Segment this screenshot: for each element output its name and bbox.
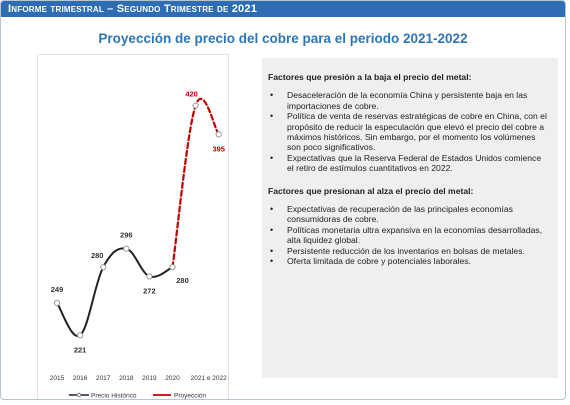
x-tick-label: 2016 xyxy=(73,375,88,382)
data-point xyxy=(100,264,107,271)
series-line-projection xyxy=(171,97,220,269)
upside-factor-item: Persistente reducción de los inventarios… xyxy=(268,246,550,257)
chart-title: Proyección de precio del cobre para el p… xyxy=(98,31,468,46)
data-point xyxy=(169,264,176,271)
data-point xyxy=(77,332,84,339)
data-label: 280 xyxy=(91,251,104,260)
data-point xyxy=(192,102,199,109)
factors-panel: Factores que presión a la baja el precio… xyxy=(262,58,558,378)
x-tick-label: 2020 xyxy=(165,375,180,382)
downside-factors-list: Desaceleración de la economía China y pe… xyxy=(268,90,550,173)
upside-factor-item: Políticas monetaria ultra expansiva en l… xyxy=(268,225,550,246)
data-label: 249 xyxy=(51,285,64,294)
report-header-title: Informe trimestral – Segundo Trimestre d… xyxy=(8,3,258,15)
data-point xyxy=(123,245,130,252)
upside-factors-title: Factores que presionan al alza el precio… xyxy=(268,185,474,196)
data-label: 221 xyxy=(74,345,87,354)
data-label: 296 xyxy=(120,231,133,240)
data-point xyxy=(215,131,222,138)
data-label: 395 xyxy=(212,144,225,153)
upside-factor-item: Oferta limitada de cobre y potenciales l… xyxy=(268,256,550,267)
upside-factor-item: Expectativas de recuperación de las prin… xyxy=(268,204,550,225)
report-header: Informe trimestral – Segundo Trimestre d… xyxy=(1,1,565,17)
data-label: 272 xyxy=(143,286,156,295)
chart-panel: 249 221 280 296 272 280 420 395 2015 2016 2017 2018… xyxy=(37,54,229,400)
legend-label-projection: Proyección xyxy=(174,393,207,400)
data-label: 280 xyxy=(176,276,189,285)
x-tick-label: 2015 xyxy=(50,375,65,382)
upside-factors-list: Expectativas de recuperación de las prin… xyxy=(268,204,550,267)
chart-frame xyxy=(37,54,229,399)
downside-factors-title: Factores que presión a la baja el precio… xyxy=(268,72,472,82)
copper-price-chart: 249 221 280 296 272 280 420 395 2015 2016 2017 2018… xyxy=(50,90,229,400)
data-label: 420 xyxy=(185,90,198,99)
downside-factor-item: Expectativas que la Reserva Federal de E… xyxy=(268,153,550,174)
legend-marker-historic xyxy=(76,392,82,398)
data-point xyxy=(53,299,61,307)
legend-label-historic: Precio Histórico xyxy=(91,393,137,400)
downside-factor-item: Desaceleración de la economía China y pe… xyxy=(268,90,550,111)
x-tick-label: 2017 xyxy=(96,375,111,382)
x-tick-label: 2021 e 2022 e xyxy=(191,375,229,382)
x-tick-label: 2018 xyxy=(119,375,134,382)
downside-factor-item: Política de venta de reservas estratégic… xyxy=(268,111,550,153)
x-tick-label: 2019 xyxy=(142,375,157,382)
data-point xyxy=(146,273,153,280)
